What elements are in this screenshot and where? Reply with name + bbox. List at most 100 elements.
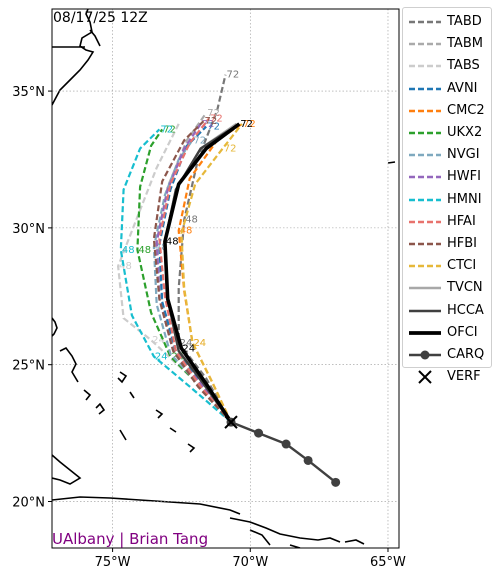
legend-swatch <box>409 176 441 179</box>
legend: TABD TABM TABS AVNI CMC2 UKX2 NVGI HWFI HMNI HFAI… <box>402 7 493 384</box>
legend-item-carq: CARQ <box>403 345 493 365</box>
ofci-track <box>163 122 241 424</box>
cmc2-hour-label: 24 <box>193 338 206 349</box>
plot-frame <box>51 8 400 549</box>
legend-label: TABS <box>447 58 480 74</box>
legend-label: UKX2 <box>447 125 483 140</box>
hfbi-hour-label: 72 <box>204 116 217 127</box>
legend-swatch <box>409 264 441 268</box>
hwfi-hour-label: 72 <box>202 119 215 130</box>
legend-label: VERF <box>447 369 481 385</box>
legend-swatch <box>409 330 441 335</box>
y-tick-label: 20°N <box>12 495 45 510</box>
x-tick-label: 65°W <box>370 555 406 570</box>
nvgi-hour-label: 72 <box>193 135 206 146</box>
legend-label: OFCI <box>447 324 478 340</box>
legend-item-tabm: TABM <box>403 34 493 54</box>
carq-point <box>331 477 341 487</box>
legend-item-hcca: HCCA <box>403 301 493 321</box>
legend-swatch <box>409 131 441 135</box>
y-tick-label: 30°N <box>12 222 45 237</box>
legend-item-ofci: OFCI <box>403 323 493 343</box>
tabd-hour-label: 48 <box>185 215 198 226</box>
x-tick-label: 75°W <box>95 555 131 570</box>
legend-swatch <box>409 242 441 246</box>
legend-swatch <box>409 20 441 24</box>
cmc2-track <box>177 122 243 423</box>
legend-swatch <box>409 153 441 157</box>
y-tick-label: 25°N <box>12 359 45 374</box>
legend-label: TVCN <box>447 280 483 296</box>
legend-item-verf: VERF <box>403 367 493 387</box>
legend-item-nvgi: NVGI <box>403 145 493 165</box>
legend-swatch <box>409 309 441 312</box>
hfai-track <box>158 117 232 423</box>
legend-item-ukx2: UKX2 <box>403 123 493 143</box>
verf-marker <box>224 415 238 429</box>
grid-lines <box>52 9 399 548</box>
legend-item-hfbi: HFBI <box>403 234 493 254</box>
ctci-hour-label: 24 <box>193 338 206 349</box>
ofci-hour-label: 72 <box>240 119 253 130</box>
legend-label: HWFI <box>447 169 481 185</box>
hfbi-track <box>152 120 232 423</box>
chart-title: 08/17/25 12Z <box>53 10 148 26</box>
legend-label: HFBI <box>447 236 478 251</box>
legend-swatch <box>409 109 441 113</box>
legend-label: HFAI <box>447 213 476 229</box>
legend-item-cmc2: CMC2 <box>403 101 493 121</box>
legend-label: AVNI <box>447 80 478 96</box>
credit-text: UAlbany | Brian Tang <box>52 530 208 548</box>
hfai-hour-label: 72 <box>210 113 223 124</box>
legend-item-tabs: TABS <box>403 56 493 76</box>
ukx2-track <box>136 128 232 423</box>
tabd-hour-label: 72 <box>227 70 240 81</box>
ofci-hour-label: 48 <box>166 237 179 248</box>
ofci-hour-label: 24 <box>182 343 195 354</box>
legend-swatch <box>409 65 441 68</box>
legend-item-tabd: TABD <box>403 12 493 32</box>
coastline-map <box>52 9 396 548</box>
ctci-hour-label: 72 <box>224 144 237 155</box>
forecast-tracks: 2448727224487224487224487248727224487272… <box>116 70 341 487</box>
hmni-hour-label: 72 <box>160 124 173 135</box>
ukx2-hour-label: 72 <box>163 124 176 135</box>
tabd-hour-label: 24 <box>180 338 193 349</box>
legend-swatch <box>409 220 441 224</box>
hmni-hour-label: 48 <box>122 245 135 256</box>
ukx2-hour-label: 48 <box>138 245 151 256</box>
carq-track <box>230 420 337 484</box>
legend-label: CARQ <box>447 347 485 362</box>
carq-point <box>281 439 291 449</box>
legend-swatch <box>409 198 441 201</box>
legend-label: HCCA <box>447 302 484 318</box>
legend-item-hfai: HFAI <box>403 212 493 232</box>
cmc2-hour-label: 48 <box>180 226 193 237</box>
legend-label: HMNI <box>447 191 482 207</box>
legend-label: TABD <box>447 14 482 29</box>
legend-label: CTCI <box>447 258 477 274</box>
tabs-hour-label: 24 <box>152 335 165 346</box>
legend-item-tvcn: TVCN <box>403 278 493 298</box>
avni-hour-label: 72 <box>207 122 220 133</box>
legend-label: NVGI <box>447 147 480 163</box>
legend-swatch <box>409 287 441 290</box>
legend-item-hwfi: HWFI <box>403 167 493 187</box>
tabs-hour-label: 48 <box>119 261 132 272</box>
tabm-hour-label: 72 <box>207 108 220 119</box>
legend-swatch <box>409 350 441 360</box>
hmni-track <box>119 128 232 423</box>
cmc2-hour-label: 72 <box>243 119 256 130</box>
carq-point <box>254 428 264 438</box>
legend-swatch <box>409 42 441 46</box>
axis-ticks: 75°W 70°W 65°W 20°N 25°N 30°N 35°N <box>12 85 406 570</box>
legend-label: TABM <box>447 36 483 52</box>
legend-item-avni: AVNI <box>403 79 493 99</box>
legend-label: CMC2 <box>447 102 485 118</box>
legend-swatch <box>409 87 441 90</box>
legend-item-hmni: HMNI <box>403 190 493 210</box>
x-tick-label: 70°W <box>232 555 268 570</box>
carq-point <box>303 455 313 465</box>
hmni-hour-label: 24 <box>155 351 168 362</box>
